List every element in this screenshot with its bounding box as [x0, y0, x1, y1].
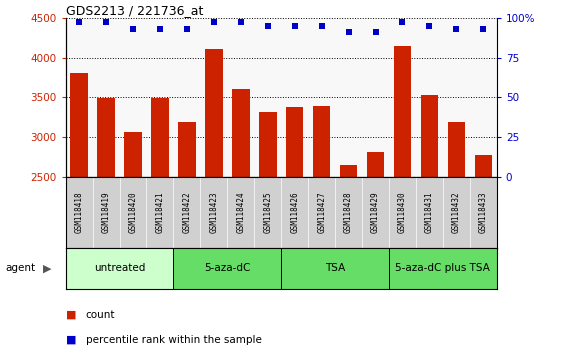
Bar: [174, 248, 281, 289]
Bar: [66, 248, 174, 289]
Point: [398, 19, 407, 25]
Point: [128, 26, 138, 32]
Text: ■: ■: [66, 310, 76, 320]
Point: [263, 23, 272, 28]
Text: GSM118425: GSM118425: [263, 192, 272, 233]
Point: [102, 19, 111, 25]
Text: GSM118427: GSM118427: [317, 192, 326, 233]
Text: GSM118428: GSM118428: [344, 192, 353, 233]
Text: agent: agent: [6, 263, 36, 273]
Point: [452, 26, 461, 32]
Text: GSM118430: GSM118430: [398, 192, 407, 233]
Point: [210, 19, 219, 25]
Text: untreated: untreated: [94, 263, 145, 273]
Bar: [313, 106, 331, 354]
Text: GDS2213 / 221736_at: GDS2213 / 221736_at: [66, 4, 203, 17]
Bar: [281, 248, 389, 289]
Text: GSM118432: GSM118432: [452, 192, 461, 233]
Point: [155, 26, 164, 32]
Bar: [475, 155, 492, 354]
Bar: [448, 122, 465, 354]
Text: 5-aza-dC plus TSA: 5-aza-dC plus TSA: [396, 263, 490, 273]
Text: 5-aza-dC: 5-aza-dC: [204, 263, 251, 273]
Point: [317, 23, 326, 28]
Text: GSM118419: GSM118419: [102, 192, 111, 233]
Text: GSM118422: GSM118422: [182, 192, 191, 233]
Bar: [232, 88, 250, 354]
Text: GSM118418: GSM118418: [75, 192, 83, 233]
Text: TSA: TSA: [325, 263, 345, 273]
Text: ▶: ▶: [43, 263, 51, 273]
Bar: [340, 165, 357, 354]
Bar: [178, 122, 196, 354]
Bar: [286, 107, 303, 354]
Point: [344, 29, 353, 35]
Text: percentile rank within the sample: percentile rank within the sample: [86, 335, 262, 345]
Bar: [205, 49, 223, 354]
Bar: [421, 95, 438, 354]
Text: GSM118421: GSM118421: [155, 192, 164, 233]
Bar: [389, 248, 497, 289]
Bar: [259, 112, 276, 354]
Bar: [394, 46, 411, 354]
Point: [478, 26, 488, 32]
Point: [425, 23, 434, 28]
Text: GSM118424: GSM118424: [236, 192, 246, 233]
Text: ■: ■: [66, 335, 76, 345]
Text: GSM118433: GSM118433: [479, 192, 488, 233]
Text: GSM118431: GSM118431: [425, 192, 434, 233]
Point: [182, 26, 191, 32]
Text: count: count: [86, 310, 115, 320]
Text: GSM118429: GSM118429: [371, 192, 380, 233]
Bar: [70, 73, 88, 354]
Text: GSM118423: GSM118423: [210, 192, 218, 233]
Bar: [367, 152, 384, 354]
Bar: [97, 98, 115, 354]
Point: [290, 23, 299, 28]
Point: [371, 29, 380, 35]
Point: [75, 19, 84, 25]
Text: GSM118420: GSM118420: [128, 192, 138, 233]
Bar: [151, 98, 168, 354]
Point: [236, 19, 246, 25]
Bar: [124, 132, 142, 354]
Text: GSM118426: GSM118426: [290, 192, 299, 233]
